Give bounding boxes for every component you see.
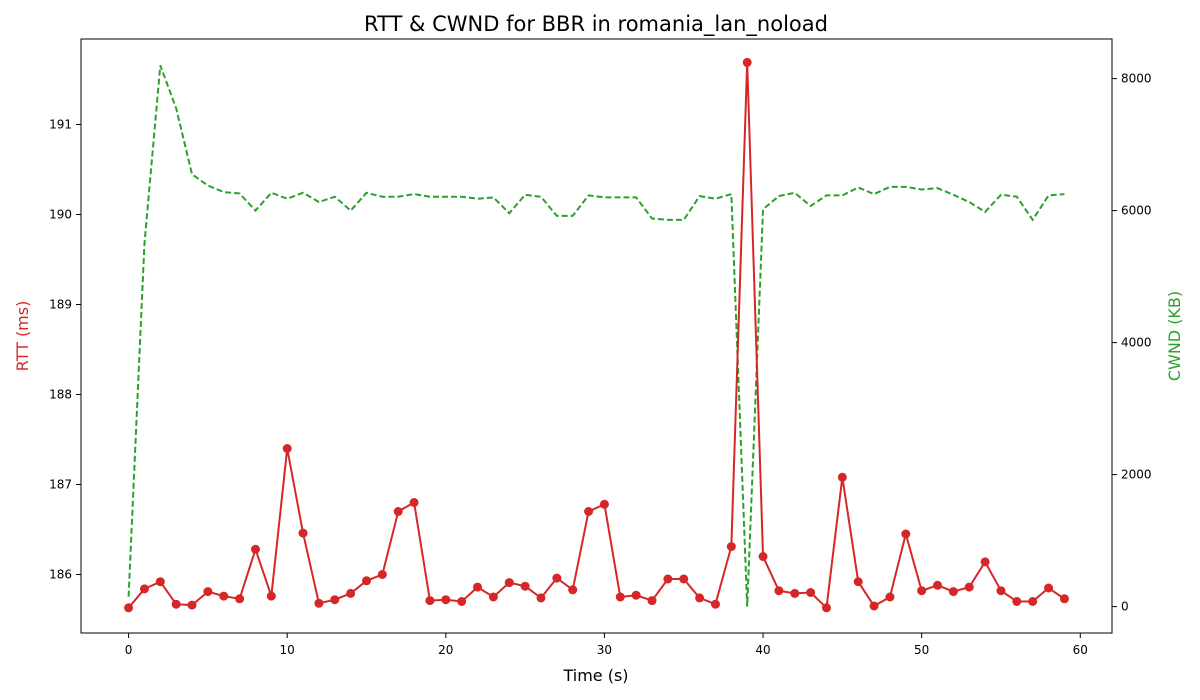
rtt-point — [837, 472, 847, 482]
rtt-point — [346, 588, 356, 598]
rtt-point — [980, 557, 990, 567]
rtt-point — [488, 592, 498, 602]
rtt-point — [758, 552, 768, 561]
rtt-point — [504, 578, 514, 588]
rtt-point — [568, 585, 578, 595]
rtt-point — [171, 599, 181, 609]
rtt-point — [821, 603, 831, 613]
x-tick-label: 50 — [914, 643, 929, 657]
rtt-point — [742, 57, 752, 67]
rtt-point — [885, 592, 895, 602]
rtt-point — [552, 573, 562, 583]
rtt-point — [615, 592, 625, 602]
y-right-tick-label: 4000 — [1121, 336, 1152, 350]
rtt-series-line — [127, 62, 1065, 610]
y-right-tick-label: 6000 — [1121, 204, 1152, 218]
y-right-tick-label: 2000 — [1121, 468, 1152, 482]
rtt-point — [139, 584, 149, 594]
y-left-tick-label: 187 — [49, 478, 72, 492]
rtt-point — [584, 507, 594, 516]
rtt-point — [393, 507, 403, 516]
y-left-tick-label: 188 — [49, 388, 72, 402]
rtt-point — [631, 590, 641, 600]
rtt-point — [663, 574, 673, 584]
rtt-point — [473, 582, 483, 592]
rtt-point — [679, 574, 689, 584]
rtt-point — [155, 577, 165, 587]
rtt-point — [1028, 597, 1038, 606]
x-axis-title: Time (s) — [562, 666, 628, 685]
rtt-point — [298, 528, 308, 538]
rtt-point — [377, 570, 387, 579]
y-left-tick-label: 189 — [49, 298, 72, 312]
rtt-point — [996, 586, 1006, 596]
plot-area — [124, 57, 1069, 613]
y-axis-right-ticks: 0 2000 4000 6000 8000 — [1112, 72, 1152, 614]
rtt-point — [457, 597, 467, 606]
rtt-point — [806, 588, 816, 597]
rtt-point — [599, 499, 609, 509]
rtt-point — [520, 581, 530, 591]
y-right-tick-label: 0 — [1121, 600, 1129, 614]
x-tick-label: 30 — [597, 643, 612, 657]
rtt-point — [1012, 597, 1022, 606]
rtt-point — [203, 587, 213, 597]
rtt-point — [853, 577, 863, 587]
rtt-point — [441, 595, 451, 605]
x-axis-ticks: 0 10 20 30 40 50 60 — [125, 633, 1088, 657]
x-tick-label: 10 — [280, 643, 295, 657]
rtt-point — [124, 603, 134, 613]
rtt-point — [536, 593, 546, 603]
rtt-point — [901, 529, 911, 539]
rtt-point — [726, 542, 736, 552]
rtt-point — [409, 498, 419, 507]
rtt-point — [235, 594, 245, 604]
y-axis-left-ticks: 186 187 188 189 190 191 — [49, 118, 81, 582]
y-left-tick-label: 191 — [49, 118, 72, 132]
rtt-point — [774, 586, 784, 596]
rtt-point — [314, 598, 324, 608]
rtt-point — [964, 582, 974, 592]
rtt-point — [187, 600, 197, 610]
rtt-point — [425, 596, 435, 606]
rtt-point — [219, 591, 229, 601]
y-axis-left-title: RTT (ms) — [13, 301, 32, 372]
rtt-point — [695, 593, 705, 603]
rtt-point — [1059, 594, 1069, 604]
x-tick-label: 40 — [755, 643, 770, 657]
rtt-point — [917, 586, 927, 596]
chart-title: RTT & CWND for BBR in romania_lan_noload — [364, 12, 828, 37]
rtt-point — [362, 576, 372, 586]
y-left-tick-label: 190 — [49, 208, 72, 222]
x-tick-label: 20 — [438, 643, 453, 657]
y-axis-right-title: CWND (KB) — [1165, 291, 1184, 381]
rtt-point — [266, 591, 276, 601]
rtt-point — [330, 595, 340, 605]
rtt-point — [647, 596, 657, 606]
rtt-point — [1044, 583, 1054, 593]
rtt-point — [282, 444, 292, 453]
y-right-tick-label: 8000 — [1121, 72, 1152, 86]
x-tick-label: 60 — [1073, 643, 1088, 657]
plot-frame — [80, 38, 1113, 634]
y-left-tick-label: 186 — [49, 568, 72, 582]
rtt-point — [250, 544, 260, 554]
rtt-point — [869, 601, 879, 611]
rtt-point — [790, 588, 800, 598]
cwnd-series-line — [127, 65, 1065, 607]
rtt-point — [933, 580, 943, 590]
rtt-point — [948, 587, 958, 597]
rtt-point — [710, 599, 720, 609]
x-tick-label: 0 — [125, 643, 133, 657]
